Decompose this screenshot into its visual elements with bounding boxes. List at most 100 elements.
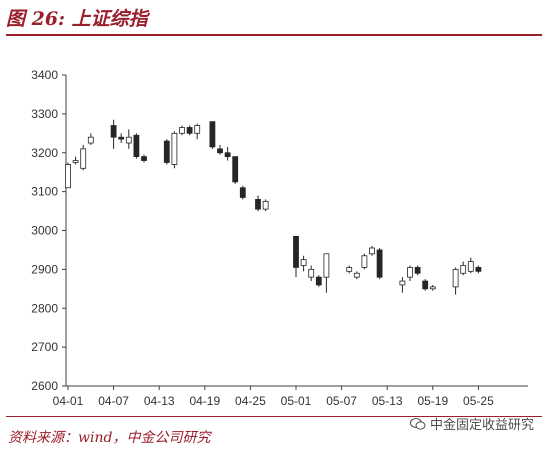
candle [179, 125, 185, 136]
candle-body-up [429, 286, 436, 290]
candle-body-down [163, 140, 170, 163]
y-tick-label: 2800 [31, 301, 58, 315]
x-axis: 04-01 04-07 04-13 04-19 04-25 05-01 05-07 05-13… [53, 385, 528, 408]
title-divider [6, 34, 542, 36]
candle-body-up [80, 148, 87, 169]
watermark-text: 中金固定收益研究 [430, 418, 535, 433]
candle [65, 162, 71, 189]
candle-body-up [194, 125, 201, 134]
candle [232, 156, 239, 184]
candle [293, 235, 299, 278]
candle-body-up [72, 160, 79, 163]
x-tick-label: 04-25 [235, 394, 266, 408]
x-tick-label: 05-19 [417, 394, 448, 408]
candles [65, 119, 482, 295]
candle [224, 146, 231, 161]
x-tick-label: 04-13 [144, 394, 175, 408]
candle [399, 277, 406, 293]
candle [110, 119, 117, 149]
wechat-icon [410, 417, 426, 430]
x-tick-label: 05-07 [326, 394, 357, 408]
y-tick-label: 3200 [31, 146, 58, 160]
candle [118, 133, 125, 144]
candle-body-up [407, 267, 413, 278]
candle [186, 125, 193, 136]
x-tick-label: 05-13 [372, 394, 403, 408]
candle [262, 199, 269, 212]
candle [239, 185, 246, 200]
x-tick-label: 04-01 [53, 394, 84, 408]
candle-body-up [452, 268, 459, 288]
candle [315, 275, 322, 287]
candle-body-down [186, 127, 193, 134]
source-note: 资料来源：wind，中金公司研究 [8, 430, 211, 446]
candle [475, 265, 482, 274]
candle [407, 265, 413, 282]
candle [353, 271, 360, 280]
candle-body-down [133, 134, 140, 158]
watermark: 中金固定收益研究 [410, 414, 534, 433]
candle-body-up [346, 267, 353, 272]
candle-body-up [399, 280, 406, 286]
candle-body-down [376, 249, 383, 278]
candle [72, 156, 79, 165]
candle-body-up [467, 261, 474, 272]
candle-body-down [209, 121, 216, 148]
candle [300, 255, 307, 272]
candle [133, 133, 140, 159]
candle-body-down [110, 125, 117, 138]
x-tick-label: 04-07 [98, 394, 129, 408]
candle [80, 144, 87, 171]
y-tick-label: 2700 [31, 340, 58, 354]
candle-body-down [414, 267, 421, 274]
y-tick-label: 2900 [31, 262, 58, 276]
candle [452, 267, 459, 295]
figure-title: 图 26: 上证综指 [6, 8, 148, 30]
candle-body-up [460, 265, 467, 274]
candle [141, 154, 147, 163]
x-tick-label: 04-19 [189, 394, 220, 408]
candle [255, 195, 261, 212]
candle [429, 284, 436, 291]
x-tick-label: 05-25 [463, 394, 494, 408]
candle [171, 131, 178, 169]
candle-body-up [369, 247, 375, 255]
candle-body-up [300, 259, 307, 266]
candle-body-up [262, 200, 269, 210]
candle-body-down [217, 148, 223, 154]
candle-body-up [171, 132, 178, 165]
candle-body-down [239, 187, 246, 198]
candle-body-down [293, 235, 299, 268]
candle-body-down [232, 156, 239, 183]
candle-body-down [255, 198, 261, 210]
candle [323, 253, 330, 293]
candle [87, 133, 94, 145]
candle [194, 123, 201, 140]
candle [209, 121, 216, 149]
candle-body-down [141, 156, 147, 161]
candle [308, 265, 315, 282]
candle-body-up [125, 136, 132, 144]
candle [460, 261, 467, 276]
candle [422, 279, 429, 291]
candle-body-up [87, 136, 94, 144]
candle-body-down [315, 276, 322, 286]
candle [125, 129, 132, 149]
x-tick-label: 05-01 [281, 394, 312, 408]
candle-body-up [308, 268, 315, 278]
y-tick-label: 3400 [31, 68, 58, 82]
candle [346, 265, 353, 274]
y-tick-label: 3000 [31, 224, 58, 238]
source-divider [6, 416, 542, 417]
candle [369, 246, 375, 256]
candle-body-down [224, 152, 231, 158]
candle [376, 247, 383, 280]
candle-body-down [118, 136, 125, 140]
candle [163, 139, 170, 165]
y-tick-label: 2600 [31, 379, 58, 393]
candle-body-down [475, 267, 482, 272]
candle [467, 257, 474, 274]
y-tick-label: 3100 [31, 185, 58, 199]
candle [414, 265, 421, 276]
